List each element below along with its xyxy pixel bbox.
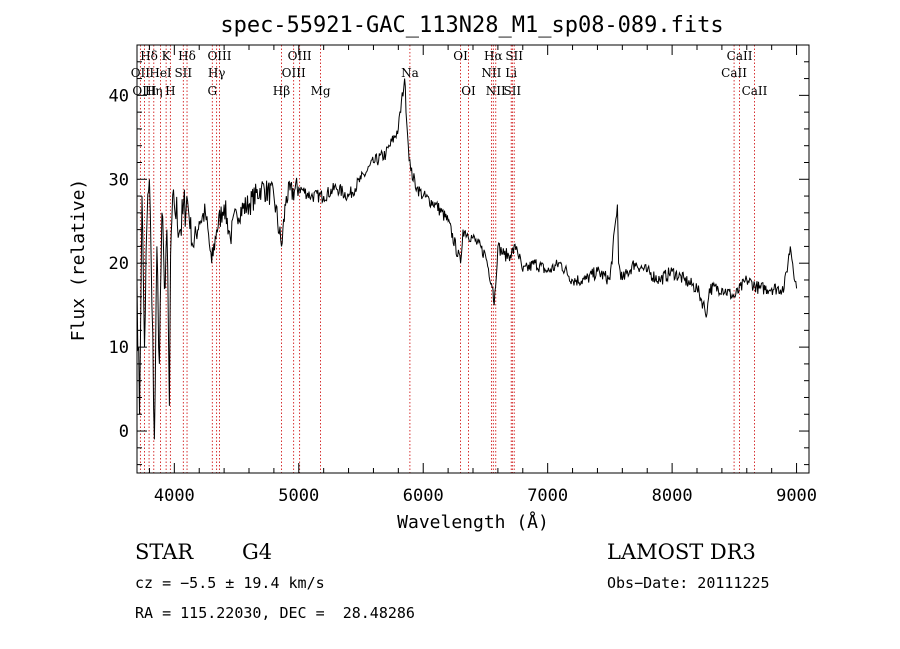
y-tick-label: 10	[109, 338, 129, 358]
x-tick-label: 5000	[278, 486, 319, 506]
x-tick-label: 8000	[652, 486, 693, 506]
line-label: CaII	[721, 66, 747, 80]
line-label: OI	[461, 84, 476, 98]
y-tick-label: 30	[109, 170, 129, 190]
survey-label: LAMOST DR3	[607, 540, 756, 564]
y-tick-label: 0	[119, 422, 129, 442]
line-label: OIII	[288, 49, 312, 63]
line-label: SII	[503, 84, 521, 98]
line-label: Mg	[311, 84, 331, 98]
line-label: Hγ	[208, 66, 226, 80]
object-subclass: G4	[242, 540, 273, 564]
spectrum-line	[136, 78, 798, 440]
coordinates: RA = 115.22030, DEC = 28.48286	[135, 604, 415, 622]
spectral-line-markers	[139, 45, 755, 473]
line-label: Hδ	[178, 49, 196, 63]
x-axis: 4000 5000 6000 7000 8000 9000	[148, 45, 817, 506]
line-label: SII	[505, 49, 523, 63]
line-label: NII	[481, 66, 501, 80]
line-label: Hδ	[140, 49, 158, 63]
line-label: CaII	[742, 84, 768, 98]
x-tick-label: 6000	[403, 486, 444, 506]
x-tick-label: 9000	[776, 486, 817, 506]
line-label: K	[162, 49, 172, 63]
line-label: Li	[505, 66, 517, 80]
line-label: Hβ	[273, 84, 290, 98]
spectrum-series	[136, 78, 798, 440]
line-label: HeI	[149, 66, 172, 80]
redshift-info: cz = −5.5 ± 19.4 km/s	[135, 574, 325, 592]
line-label: G	[207, 84, 217, 98]
line-label: OI	[453, 49, 468, 63]
line-label: Hα	[484, 49, 503, 63]
line-label: CaII	[727, 49, 753, 63]
line-label: OII	[131, 66, 151, 80]
y-axis: 0 10 20 30 40	[109, 61, 809, 466]
y-tick-label: 40	[109, 86, 129, 106]
line-label: SII	[174, 66, 192, 80]
object-class: STAR	[135, 540, 194, 564]
obs-date: Obs−Date: 20111225	[607, 574, 770, 592]
x-tick-label: 4000	[154, 486, 195, 506]
line-label: OIII	[282, 66, 306, 80]
line-label: Na	[401, 66, 419, 80]
line-label: H	[165, 84, 175, 98]
chart-title: spec-55921-GAC_113N28_M1_sp08-089.fits	[220, 13, 723, 38]
plot-frame	[136, 44, 810, 474]
line-label: OIII	[207, 49, 231, 63]
x-tick-label: 7000	[527, 486, 568, 506]
y-tick-label: 20	[109, 254, 129, 274]
line-label: NII	[486, 84, 506, 98]
line-label: OIII	[132, 84, 156, 98]
line-label: Hη	[145, 84, 163, 98]
x-axis-label: Wavelength (Å)	[397, 511, 549, 533]
y-axis-label: Flux (relative)	[68, 179, 89, 342]
